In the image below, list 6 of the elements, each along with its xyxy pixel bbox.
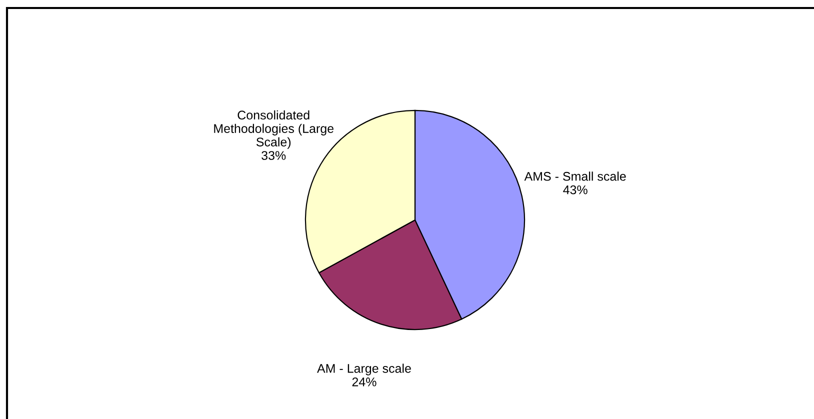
- slice-label: AMS - Small scale: [524, 172, 626, 181]
- data-label: 24%: [352, 377, 376, 386]
- slice-label: Consolidated Methodologies (Large Scale): [214, 110, 334, 149]
- data-label: 33%: [262, 151, 286, 160]
- slice-label: AM - Large scale: [317, 364, 411, 376]
- data-label: 43%: [563, 185, 588, 194]
